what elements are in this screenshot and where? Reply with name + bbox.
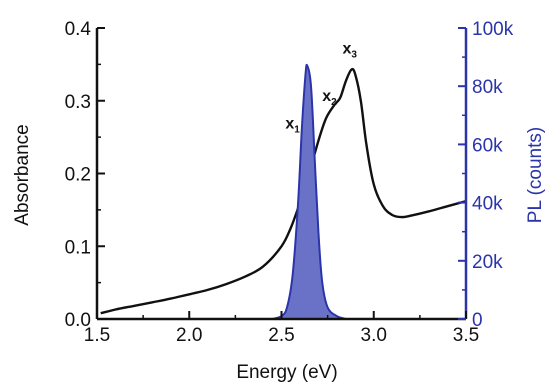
- x-tick-label: 3.5: [453, 325, 479, 346]
- peak-label-subscript: 3: [351, 49, 357, 60]
- series-0-line: [100, 67, 467, 315]
- y-right-tick-label: 100k: [472, 19, 514, 40]
- chart-axes: 1.5 2.0 2.5 3.0 3.5 0.0 0.1 0.2 0.3 0.4 0 20k 40k 60k…: [65, 19, 514, 346]
- y-right-tick-label: 60k: [472, 135, 503, 156]
- peak-label-subscript: 2: [331, 97, 337, 108]
- peak-label-subscript: 1: [294, 124, 300, 135]
- y-right-tick-label: 20k: [472, 252, 503, 273]
- y-right-tick-label: 0: [472, 310, 483, 331]
- x-tick-label: 3.0: [361, 325, 387, 346]
- x-tick-label: 2.5: [268, 325, 294, 346]
- x-axis-title: Energy (eV): [236, 362, 337, 383]
- peak-label: x1: [285, 115, 300, 135]
- y-left-tick-label: 0.4: [65, 19, 92, 40]
- y-right-tick-label: 40k: [472, 194, 503, 215]
- peak-label: x3: [343, 40, 358, 60]
- y-left-tick-label: 0.1: [65, 237, 91, 258]
- x-tick-label: 2.0: [176, 325, 202, 346]
- y-axis-left-title: Absorbance: [12, 124, 33, 225]
- chart-marks: [100, 63, 467, 320]
- y-left-tick-label: 0.0: [65, 310, 91, 331]
- peak-label: x2: [322, 88, 337, 108]
- y-axis-right-title: PL (counts): [525, 127, 546, 223]
- series-1-area: [272, 64, 347, 320]
- y-right-tick-label: 80k: [472, 77, 503, 98]
- y-left-tick-label: 0.2: [65, 165, 91, 186]
- y-left-tick-label: 0.3: [65, 92, 91, 113]
- x-tick-label: 1.5: [84, 325, 110, 346]
- series-1-line: [271, 63, 347, 320]
